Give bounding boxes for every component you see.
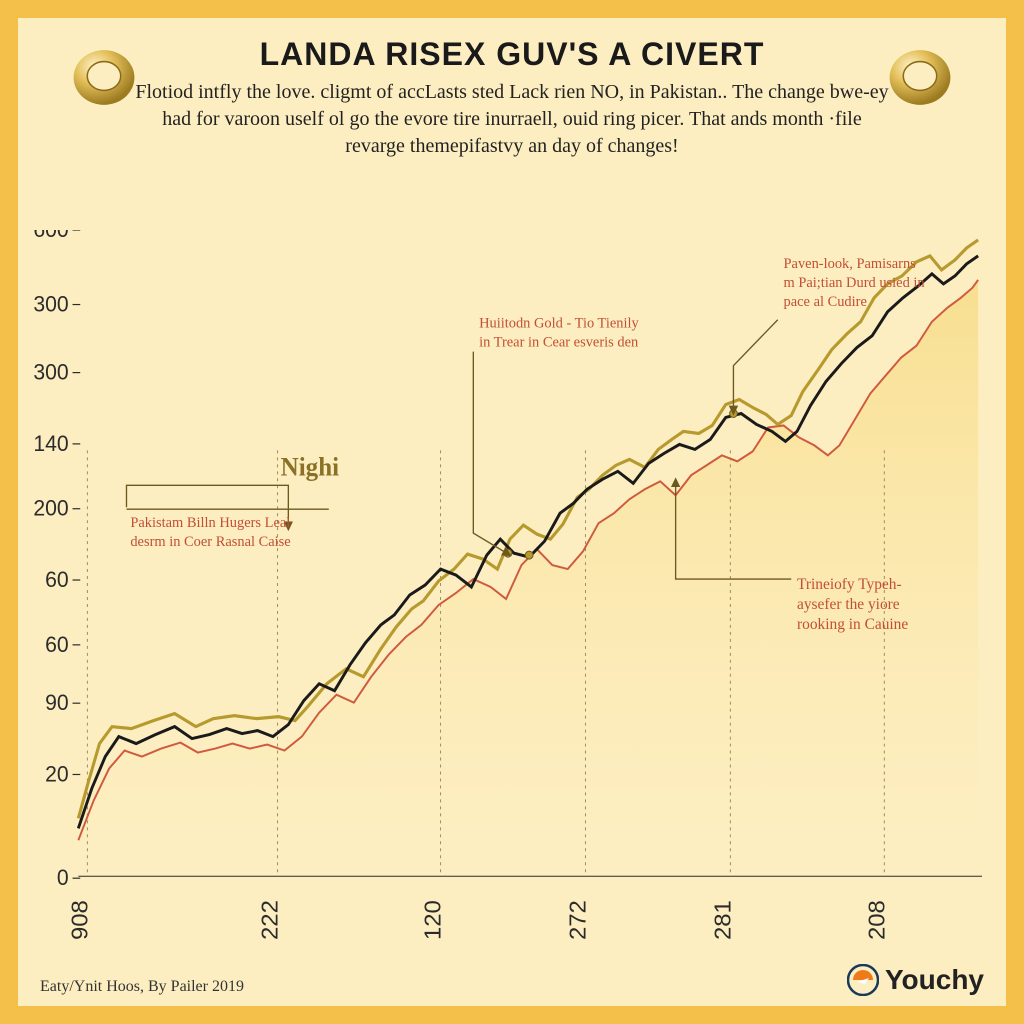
annotation-text: Pakistam Billn Hugers Leal <box>130 515 290 531</box>
annotation-text: Paven-look, Pamisarns <box>784 256 917 272</box>
chart-area: Nighi Pakistam Billn Hugers Leal desrm in … <box>34 230 982 948</box>
x-tick-label: 908 <box>67 900 93 940</box>
annotation-text: rooking in Cauine <box>797 616 908 633</box>
brand-logo: Youchy <box>847 964 984 996</box>
x-tick-label: 208 <box>864 900 890 940</box>
y-tick-label: 200 <box>34 495 69 520</box>
annotation-text: desrm in Coer Rasnal Caise <box>130 534 291 550</box>
annotation-text: pace al Cudire <box>784 294 868 310</box>
annotation-text: Huiitodn Gold - Tio Tienily <box>479 316 639 332</box>
annotation-text: m Pai;tian Durd usied in <box>784 275 926 291</box>
y-tick-label: 60 <box>45 567 69 592</box>
y-tick-label: 20 <box>45 761 69 786</box>
annotation-text: Trineiofy Typeh- <box>797 576 902 593</box>
y-tick-label: 300 <box>34 291 69 316</box>
header: LANDA RISEX GUV'S A CIVERT Flotiod intfl… <box>46 36 978 160</box>
outer-frame: LANDA RISEX GUV'S A CIVERT Flotiod intfl… <box>0 0 1024 1024</box>
credit-text: Eaty/Ynit Hoos, By Pailer 2019 <box>40 978 244 996</box>
gold-ring-icon <box>66 38 142 114</box>
chart-subtitle: Flotiod intfly the love. cligmt of accLa… <box>132 79 892 160</box>
brand-icon <box>847 964 879 996</box>
annotation-title: Nighi <box>281 452 339 481</box>
brand-name: Youchy <box>885 964 984 996</box>
inner-frame: LANDA RISEX GUV'S A CIVERT Flotiod intfl… <box>18 18 1006 1006</box>
y-tick-label: 0 <box>57 865 69 890</box>
x-tick-label: 120 <box>420 900 446 940</box>
annotation-leader <box>473 352 510 555</box>
chart-title: LANDA RISEX GUV'S A CIVERT <box>46 36 978 73</box>
x-tick-label: 281 <box>710 900 736 940</box>
x-tick-label: 272 <box>565 900 591 940</box>
x-tick-label: 222 <box>257 900 283 940</box>
marker-dot <box>525 551 533 559</box>
y-tick-label: 90 <box>45 690 69 715</box>
annotation-text: aysefer the yiore <box>797 596 900 613</box>
y-tick-label: 60 <box>45 631 69 656</box>
y-tick-label: 300 <box>34 359 69 384</box>
annotation-text: in Trear in Cear esveris den <box>479 334 639 350</box>
footer: Eaty/Ynit Hoos, By Pailer 2019 Youchy <box>40 964 984 996</box>
gold-ring-icon <box>882 38 958 114</box>
y-tick-label: 600 <box>34 230 69 242</box>
area-fill <box>78 280 978 840</box>
y-tick-label: 140 <box>34 431 69 456</box>
chart-svg: Nighi Pakistam Billn Hugers Leal desrm in … <box>34 230 982 948</box>
